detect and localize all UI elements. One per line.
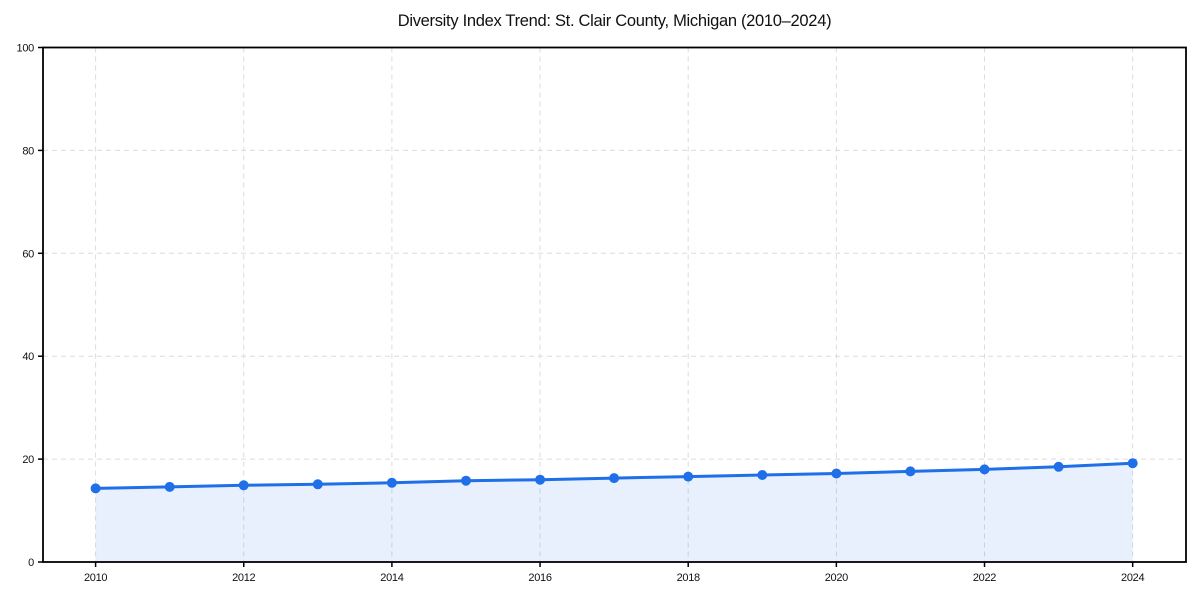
data-point-2021 — [905, 466, 916, 477]
y-tick-label: 80 — [22, 145, 34, 157]
data-point-2013 — [312, 479, 323, 490]
chart-title: Diversity Index Trend: St. Clair County,… — [397, 12, 832, 30]
area-fill — [95, 463, 1133, 562]
x-tick-label: 2024 — [1121, 572, 1144, 584]
y-tick-label: 60 — [22, 248, 34, 260]
data-point-2019 — [757, 470, 768, 480]
data-point-2022 — [979, 464, 990, 475]
data-point-2017 — [609, 473, 620, 484]
data-point-2018 — [683, 471, 694, 482]
x-tick-label: 2020 — [825, 572, 848, 584]
data-point-2024 — [1127, 458, 1138, 469]
y-tick-label: 100 — [17, 43, 35, 55]
y-tick-label: 0 — [28, 557, 34, 569]
data-point-2020 — [831, 468, 842, 479]
y-tick-label: 20 — [22, 454, 34, 466]
data-point-2023 — [1053, 461, 1064, 472]
data-point-2012 — [238, 480, 249, 491]
axis-frame — [42, 46, 1187, 563]
x-tick-label: 2010 — [84, 572, 107, 584]
x-tick-label: 2018 — [677, 572, 700, 584]
x-tick-label: 2016 — [528, 572, 551, 584]
x-tick-label: 2022 — [973, 572, 996, 584]
data-point-2015 — [461, 475, 471, 486]
y-tick-label: 40 — [22, 351, 34, 363]
data-point-2010 — [90, 483, 101, 494]
data-point-2014 — [386, 477, 397, 488]
x-tick-label: 2012 — [232, 572, 255, 584]
data-point-2011 — [164, 481, 175, 492]
x-tick-label: 2014 — [380, 572, 403, 584]
data-point-2016 — [535, 474, 546, 485]
